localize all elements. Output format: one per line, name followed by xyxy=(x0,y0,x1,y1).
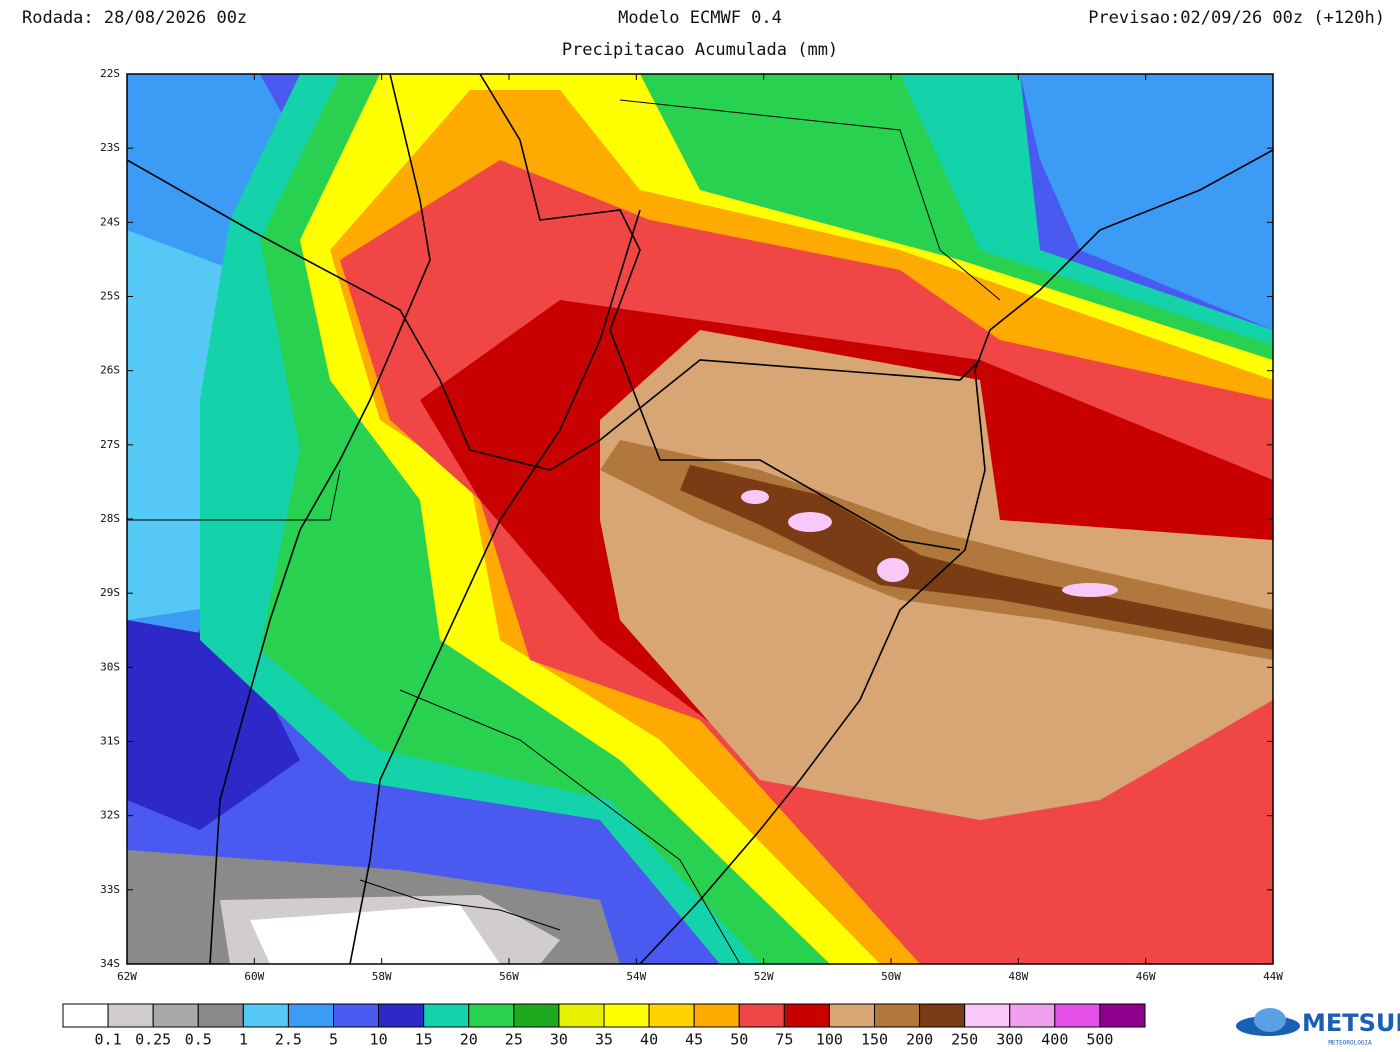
field-area xyxy=(250,905,500,964)
colorbar-label: 20 xyxy=(460,1031,478,1049)
lon-label: 44W xyxy=(1263,970,1283,983)
lat-label: 24S xyxy=(100,215,120,228)
lon-label: 46W xyxy=(1136,970,1156,983)
model-name: Modelo ECMWF 0.4 xyxy=(618,8,782,28)
colorbar-label: 0.25 xyxy=(135,1031,171,1049)
logo: METSUL METEOROLOGIA xyxy=(1236,1008,1400,1047)
colorbar-box xyxy=(648,1003,695,1028)
colorbar-label: 1 xyxy=(239,1031,248,1049)
colorbar-label: 10 xyxy=(370,1031,388,1049)
run-time: Rodada: 28/08/2026 00z xyxy=(22,8,247,28)
map-field xyxy=(127,74,1273,964)
colorbar-label: 100 xyxy=(816,1031,843,1049)
colorbar-label: 35 xyxy=(595,1031,613,1049)
border-line xyxy=(359,879,561,931)
border-line xyxy=(619,99,1001,301)
colorbar-box xyxy=(287,1003,334,1028)
lat-label: 31S xyxy=(100,735,120,748)
colorbar-box xyxy=(828,1003,876,1028)
colorbar-label: 45 xyxy=(685,1031,703,1049)
colorbar-label: 30 xyxy=(550,1031,568,1049)
colorbar-box xyxy=(919,1003,966,1028)
forecast-time: Previsao:02/09/26 00z (+120h) xyxy=(1088,8,1385,28)
lat-label: 34S xyxy=(100,957,120,970)
border-line xyxy=(127,469,341,521)
colorbar-label: 500 xyxy=(1086,1031,1113,1049)
lat-label: 33S xyxy=(100,883,120,896)
colorbar-box xyxy=(558,1003,605,1028)
lon-label: 48W xyxy=(1008,970,1028,983)
lon-label: 54W xyxy=(626,970,646,983)
colorbar-label: 40 xyxy=(640,1031,658,1049)
colorbar-label: 250 xyxy=(951,1031,978,1049)
border-line xyxy=(127,159,981,471)
colorbar-box xyxy=(513,1003,560,1028)
colorbar-box xyxy=(242,1003,289,1028)
lon-label: 58W xyxy=(372,970,392,983)
lat-label: 22S xyxy=(100,67,120,80)
lat-label: 30S xyxy=(100,660,120,673)
colorbar-label: 25 xyxy=(505,1031,523,1049)
border-line xyxy=(349,209,641,964)
colorbar-box xyxy=(1099,1003,1146,1028)
logo-globe xyxy=(1254,1008,1286,1032)
lat-label: 26S xyxy=(100,364,120,377)
field-area xyxy=(1062,583,1118,597)
colorbar-label: 400 xyxy=(1041,1031,1068,1049)
colorbar-box xyxy=(874,1003,921,1028)
lon-label: 52W xyxy=(754,970,774,983)
lat-label: 29S xyxy=(100,586,120,599)
colorbar-box xyxy=(152,1003,199,1028)
lat-label: 27S xyxy=(100,438,120,451)
lon-label: 60W xyxy=(244,970,264,983)
border-line xyxy=(479,74,961,551)
colorbar-label: 300 xyxy=(996,1031,1023,1049)
border-line xyxy=(209,74,431,964)
colorbar-label: 5 xyxy=(329,1031,338,1049)
field-area xyxy=(1020,74,1273,330)
colorbar-label: 15 xyxy=(415,1031,433,1049)
lat-label: 28S xyxy=(100,512,120,525)
field-area xyxy=(127,620,300,830)
colorbar-label: 75 xyxy=(775,1031,793,1049)
field-area xyxy=(788,512,832,532)
border-line xyxy=(399,689,741,964)
colorbar-box xyxy=(738,1003,785,1028)
colorbar-label: 0.1 xyxy=(95,1031,122,1049)
field-name: Precipitacao Acumulada (mm) xyxy=(562,40,838,60)
colorbar-box xyxy=(468,1003,515,1028)
colorbar-label: 150 xyxy=(861,1031,888,1049)
logo-tagline: METEOROLOGIA xyxy=(1328,1040,1372,1047)
field-area xyxy=(877,558,909,582)
colorbar-box xyxy=(197,1003,244,1028)
colorbar-label: 2.5 xyxy=(275,1031,302,1049)
colorbar-box xyxy=(603,1003,650,1028)
lon-label: 56W xyxy=(499,970,519,983)
colorbar-box xyxy=(1009,1003,1056,1028)
colorbar-label: 0.5 xyxy=(185,1031,212,1049)
colorbar: 0.1 0.25 0.5 1 2.5 5 10 15 20 25 30 35 40 45 50 75 100 15… xyxy=(62,1003,1146,1049)
lon-label: 62W xyxy=(117,970,137,983)
colorbar-box xyxy=(423,1003,470,1028)
colorbar-box xyxy=(378,1003,425,1028)
lat-label: 32S xyxy=(100,809,120,822)
colorbar-box xyxy=(1054,1003,1101,1028)
lat-label: 25S xyxy=(100,290,120,303)
field-area xyxy=(680,465,1273,650)
colorbar-box xyxy=(333,1003,380,1028)
logo-name: METSUL xyxy=(1302,1009,1400,1037)
colorbar-box xyxy=(783,1003,830,1028)
colorbar-label: 50 xyxy=(730,1031,748,1049)
colorbar-box xyxy=(964,1003,1011,1028)
colorbar-label: 200 xyxy=(906,1031,933,1049)
colorbar-box xyxy=(62,1003,109,1028)
coastline xyxy=(639,149,1273,964)
field-area xyxy=(741,490,769,504)
lon-label: 50W xyxy=(881,970,901,983)
colorbar-box xyxy=(693,1003,740,1028)
lat-label: 23S xyxy=(100,141,120,154)
colorbar-box xyxy=(107,1003,154,1028)
